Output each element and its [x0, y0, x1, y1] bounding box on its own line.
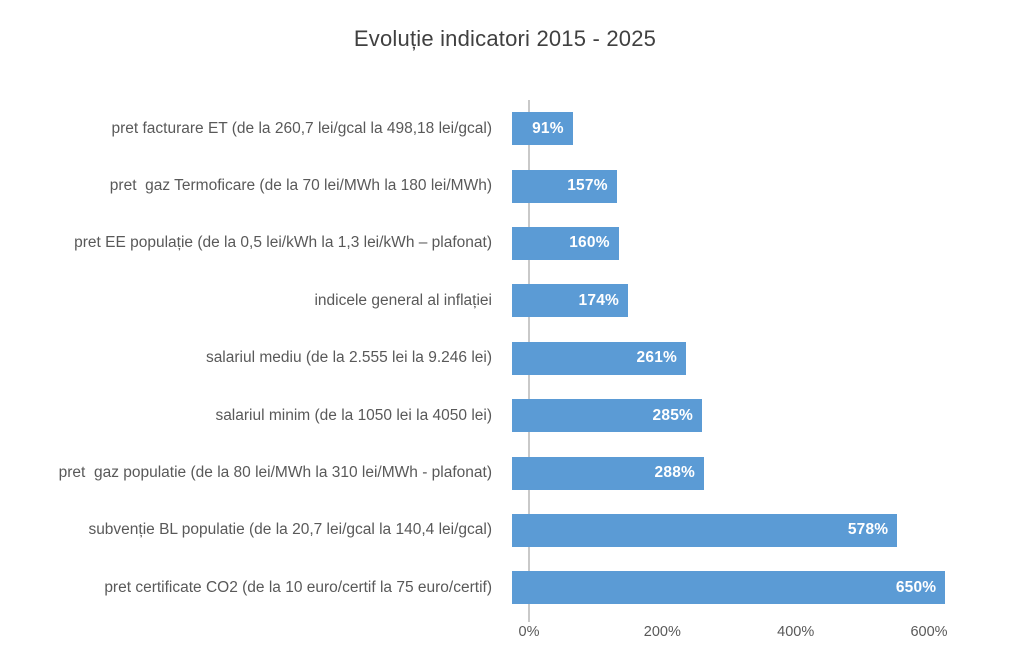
bar: 157%	[512, 169, 617, 203]
bar-track: 174%	[512, 284, 1024, 318]
bar-row: pret facturare ET (de la 260,7 lei/gcal …	[0, 100, 1024, 157]
bar-value-label: 157%	[567, 177, 608, 195]
category-label: indicele general al inflației	[314, 291, 492, 309]
bar-row: indicele general al inflației 174%	[0, 272, 1024, 329]
x-axis-tick-label: 200%	[643, 624, 681, 640]
bar-row: pret gaz Termoficare (de la 70 lei/MWh l…	[0, 157, 1024, 214]
bar-value-label: 160%	[569, 234, 610, 252]
bar-row: pret gaz populatie (de la 80 lei/MWh la …	[0, 444, 1024, 501]
bar-track: 160%	[512, 226, 1024, 260]
bar: 160%	[512, 226, 619, 260]
bar-value-label: 288%	[654, 464, 695, 482]
bar-row: pret EE populație (de la 0,5 lei/kWh la …	[0, 215, 1024, 272]
bar-row: pret certificate CO2 (de la 10 euro/cert…	[0, 559, 1024, 616]
bar-track: 650%	[512, 571, 1024, 605]
bar-rows: pret facturare ET (de la 260,7 lei/gcal …	[0, 100, 1024, 617]
bar-value-label: 285%	[652, 406, 693, 424]
bar: 288%	[512, 456, 704, 490]
bar-value-label: 261%	[636, 349, 677, 367]
bar-track: 285%	[512, 399, 1024, 433]
bar: 285%	[512, 399, 702, 433]
category-label: salariul minim (de la 1050 lei la 4050 l…	[215, 406, 492, 424]
x-axis-tick-label: 400%	[777, 624, 815, 640]
bar-track: 261%	[512, 341, 1024, 375]
category-label: subvenție BL populatie (de la 20,7 lei/g…	[88, 521, 492, 539]
bar-value-label: 650%	[895, 578, 937, 596]
bar: 578%	[512, 513, 898, 547]
x-axis: 0% 200% 400% 600%	[519, 624, 992, 648]
bar-row: salariul mediu (de la 2.555 lei la 9.246…	[0, 330, 1024, 387]
chart-title: Evoluție indicatori 2015 - 2025	[353, 26, 657, 51]
bar-row: salariul minim (de la 1050 lei la 4050 l…	[0, 387, 1024, 444]
bar-row: subvenție BL populatie (de la 20,7 lei/g…	[0, 502, 1024, 559]
x-axis-tick-label: 0%	[518, 624, 540, 640]
bar: 174%	[512, 284, 628, 318]
category-label: pret gaz populatie (de la 80 lei/MWh la …	[58, 464, 492, 482]
x-axis-tick-mark	[528, 617, 530, 622]
bar-track: 157%	[512, 169, 1024, 203]
bar: 650%	[512, 571, 946, 605]
bar-value-label: 91%	[532, 119, 564, 137]
category-label: pret certificate CO2 (de la 10 euro/cert…	[104, 578, 492, 596]
category-label: pret gaz Termoficare (de la 70 lei/MWh l…	[109, 177, 492, 195]
bar: 261%	[512, 341, 686, 375]
category-label: pret EE populație (de la 0,5 lei/kWh la …	[74, 234, 492, 252]
bar-value-label: 578%	[847, 521, 889, 539]
x-axis-tick-label: 600%	[910, 624, 948, 640]
bar-track: 288%	[512, 456, 1024, 490]
bar-track: 578%	[512, 513, 1024, 547]
category-label: pret facturare ET (de la 260,7 lei/gcal …	[111, 119, 492, 137]
bar-value-label: 174%	[578, 291, 619, 309]
bar-track: 91%	[512, 112, 1024, 146]
category-label: salariul mediu (de la 2.555 lei la 9.246…	[205, 349, 492, 367]
bar: 91%	[512, 112, 573, 146]
